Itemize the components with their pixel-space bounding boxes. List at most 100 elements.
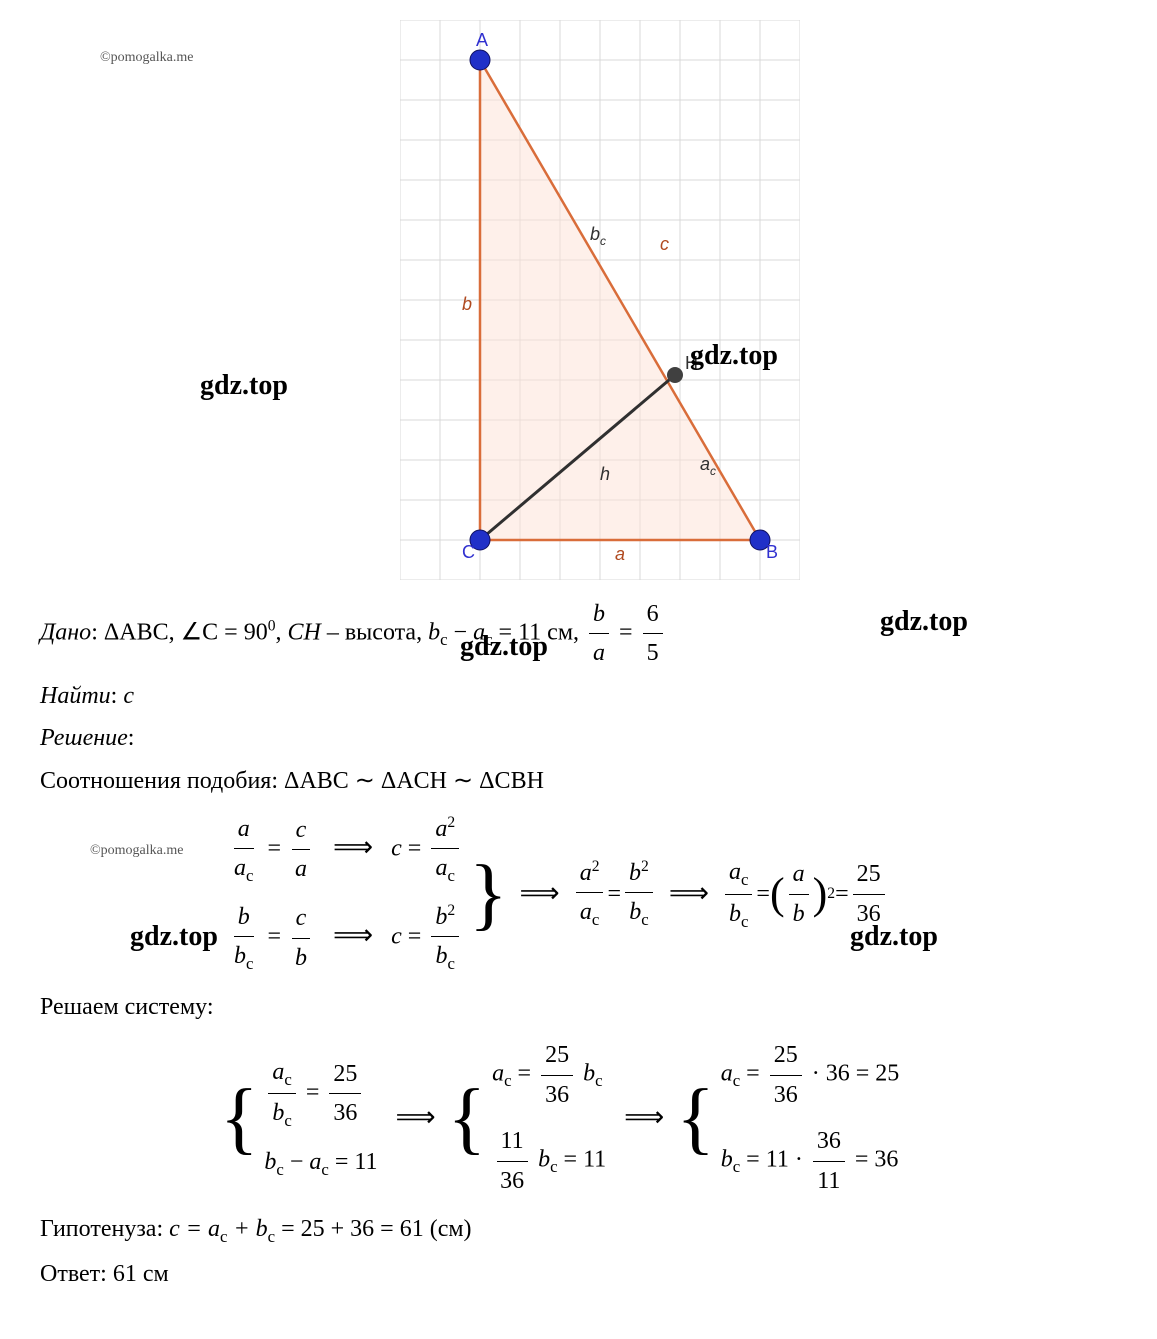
f: b <box>234 943 246 969</box>
f: 36 <box>826 1061 850 1087</box>
f: a <box>580 860 592 886</box>
implies-arrow: ⟹ <box>520 872 560 917</box>
sys3-r1: ac = 2536 · 36 = 25 <box>721 1036 900 1114</box>
f: a <box>234 810 254 849</box>
f: 36 <box>874 1147 898 1173</box>
solution-label: Решение: <box>40 719 1117 757</box>
f: a <box>436 855 448 881</box>
f: b <box>435 904 447 930</box>
implies-arrow: ⟹ <box>396 1096 436 1141</box>
f: c <box>641 910 648 929</box>
ratio-65: 6 5 <box>643 595 663 673</box>
f: c <box>321 1160 328 1179</box>
f: c <box>550 1157 557 1176</box>
f: c <box>733 1072 740 1091</box>
implies-arrow: ⟹ <box>624 1096 664 1141</box>
f: a <box>492 1061 504 1087</box>
f: 25 <box>329 1055 361 1094</box>
f: 25 <box>541 1036 573 1075</box>
left-brace: { <box>676 1088 714 1148</box>
f: a <box>580 899 592 925</box>
f: 2 <box>447 814 455 831</box>
f: c <box>595 1072 602 1091</box>
f: a <box>309 1149 321 1175</box>
f: b <box>272 1100 284 1126</box>
sys2-r2: 1136 bc = 11 <box>492 1122 606 1200</box>
given-angle: ∠C = 90 <box>181 619 268 645</box>
degree-symbol: 0 <box>268 617 276 634</box>
left-brace: { <box>448 1088 486 1148</box>
f: a <box>234 855 246 881</box>
altitude-name: CH <box>288 619 321 645</box>
f: 2 <box>827 882 835 907</box>
f: a <box>729 859 741 885</box>
system-stage3: ac = 2536 · 36 = 25 bc = 11 · 3611 = 36 <box>721 1036 900 1200</box>
bc-var: b <box>428 619 440 645</box>
solution-text: Дано: ΔABC, ∠C = 900, CH – высота, bc − … <box>40 595 1117 1293</box>
given-label: Дано <box>40 619 91 645</box>
f: b <box>264 1149 276 1175</box>
copyright-watermark: ©pomogalka.me <box>90 840 183 862</box>
f: c <box>448 954 455 973</box>
svg-text:b: b <box>462 294 472 314</box>
f: 11 <box>813 1162 844 1200</box>
f: c <box>741 911 748 930</box>
given-line: Дано: ΔABC, ∠C = 900, CH – высота, bc − … <box>40 595 1117 673</box>
f: b <box>234 898 254 937</box>
f: 2 <box>447 902 455 919</box>
copyright-watermark: ©pomogalka.me <box>100 50 193 66</box>
ratio-den: a <box>589 634 609 672</box>
f: 36 <box>813 1122 845 1161</box>
brace-content: aac = ca ⟹ c = a2ac bbc = cb ⟹ c = b2bc <box>226 810 463 978</box>
svg-text:a: a <box>615 544 625 564</box>
gdz-watermark: gdz.top <box>130 915 218 960</box>
system-row: { acbc = 2536 bc − ac = 11 ⟹ { ac = 2536… <box>220 1036 1117 1200</box>
f: b <box>721 1147 733 1173</box>
f: 11 <box>497 1122 528 1161</box>
similarity-prefix: Соотношения подобия: <box>40 768 278 794</box>
left-brace: { <box>220 1088 258 1148</box>
find-value: c <box>123 683 134 709</box>
f: c <box>504 1072 511 1091</box>
sys2-r1: ac = 2536 bc <box>492 1036 602 1114</box>
f: b <box>538 1147 550 1173</box>
f: + b <box>227 1216 267 1242</box>
sys1-r2: bc − ac = 11 <box>264 1143 377 1184</box>
svg-text:h: h <box>600 464 610 484</box>
f: 2 <box>641 858 649 875</box>
f: c <box>733 1157 740 1176</box>
f: 11 <box>583 1147 606 1173</box>
right-brace: } <box>469 864 507 924</box>
f: 36 <box>329 1094 361 1132</box>
f: 2 <box>592 858 600 875</box>
svg-text:c: c <box>660 234 669 254</box>
f: c <box>292 899 311 938</box>
f: c <box>246 866 253 885</box>
f: c <box>246 954 253 973</box>
hypotenuse-line: Гипотенуза: c = ac + bc = 25 + 36 = 61 (… <box>40 1210 1117 1251</box>
find-label: Найти <box>40 683 111 709</box>
deriv-row1: aac = ca ⟹ c = a2ac <box>226 810 463 890</box>
f: a <box>789 855 809 894</box>
f: a <box>435 816 447 842</box>
f: 11 <box>354 1149 377 1175</box>
svg-text:B: B <box>766 542 778 562</box>
squared-paren: (ab)2 <box>770 855 835 933</box>
svg-text:C: C <box>462 542 475 562</box>
f: 25 <box>770 1036 802 1075</box>
f: 36 <box>853 895 885 933</box>
f: c <box>268 1227 275 1246</box>
diff-value: = 11 см <box>499 619 573 645</box>
ratio-ba: b a <box>589 595 609 673</box>
f: c <box>292 811 311 850</box>
svg-text:H: H <box>685 353 698 373</box>
sys1-r1: acbc = 2536 <box>264 1053 365 1135</box>
deriv-row2: bbc = cb ⟹ c = b2bc <box>226 898 463 978</box>
implies-arrow: ⟹ <box>333 920 373 951</box>
answer-line: Ответ: 61 см <box>40 1255 1117 1293</box>
solution-word: Решение <box>40 725 128 751</box>
f: a <box>291 850 311 888</box>
answer-label: Ответ: <box>40 1261 107 1287</box>
derivation-row: ©pomogalka.me gdz.top gdz.top aac = ca ⟹… <box>220 810 1117 978</box>
similarity-relation: ΔABC ∼ ΔACH ∼ ΔCBH <box>284 768 544 794</box>
